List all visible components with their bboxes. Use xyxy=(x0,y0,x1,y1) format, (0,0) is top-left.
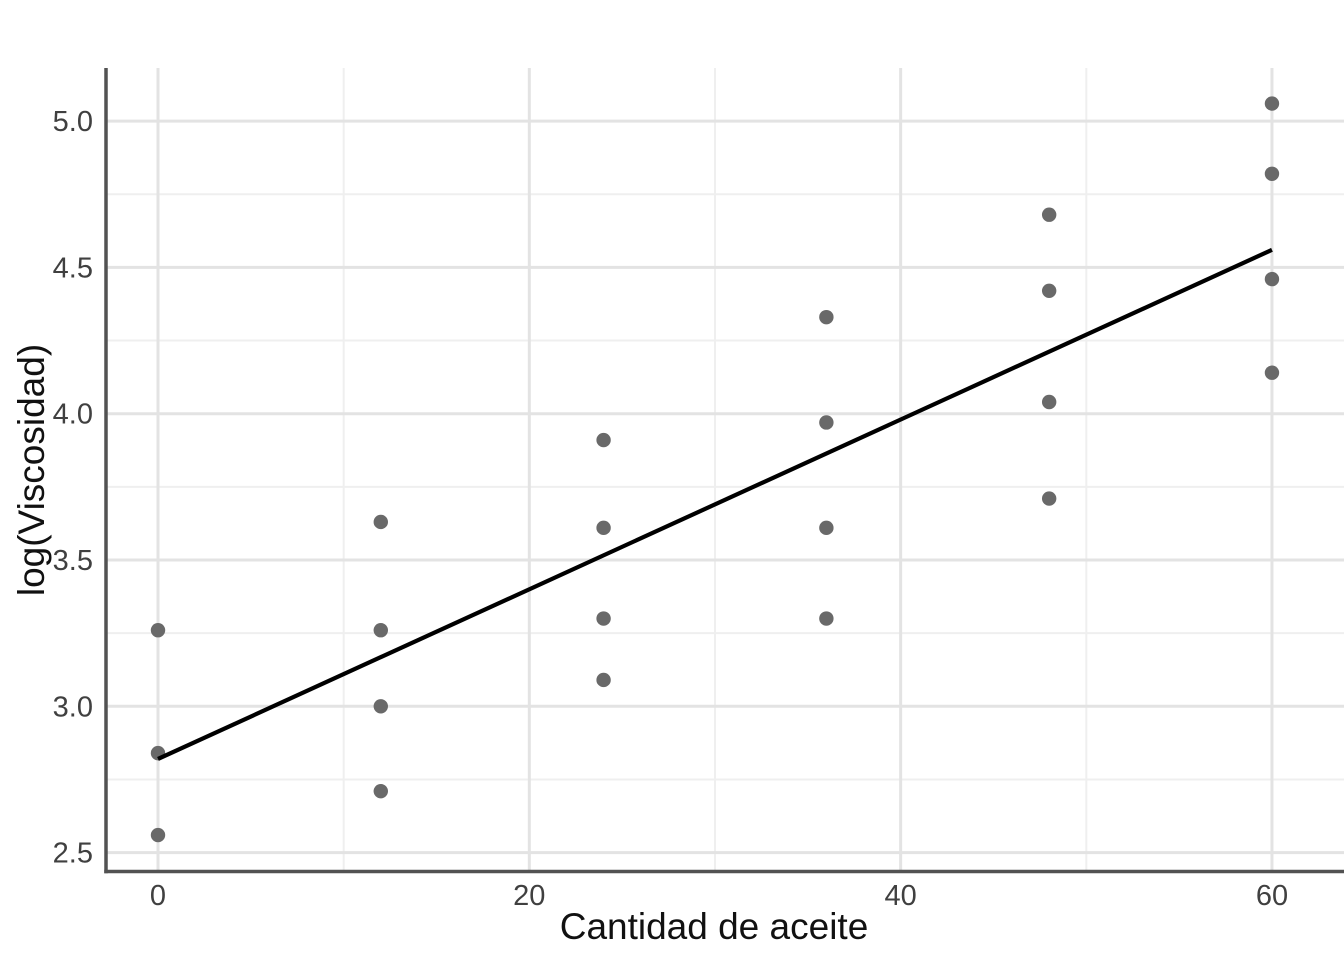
x-tick-label: 0 xyxy=(150,880,166,912)
x-tick-label: 20 xyxy=(513,880,545,912)
y-tick-label: 4.0 xyxy=(53,399,93,431)
y-tick-label: 4.5 xyxy=(53,252,93,284)
data-point xyxy=(819,309,834,325)
data-point xyxy=(373,514,388,530)
x-tick-label: 60 xyxy=(1256,880,1288,912)
data-point xyxy=(373,783,388,799)
data-point xyxy=(1264,96,1280,111)
data-point xyxy=(1264,365,1280,380)
data-point xyxy=(596,432,611,448)
data-point xyxy=(819,520,834,536)
data-point xyxy=(1041,207,1057,222)
data-point xyxy=(1041,491,1057,506)
regression-line xyxy=(157,247,1273,761)
data-point xyxy=(819,611,834,626)
data-point xyxy=(819,415,834,430)
data-point xyxy=(150,623,166,638)
data-point xyxy=(373,623,388,638)
y-axis-title: log(Viscosidad) xyxy=(11,343,52,597)
y-tick-label: 5.0 xyxy=(53,106,93,138)
data-point xyxy=(1041,394,1057,410)
y-tick-label: 3.5 xyxy=(53,545,93,577)
y-tick-label: 3.0 xyxy=(53,691,93,723)
data-point xyxy=(596,520,611,536)
data-point xyxy=(373,699,388,714)
x-tick-label: 40 xyxy=(885,880,917,912)
data-point xyxy=(1264,271,1280,287)
y-tick-label: 2.5 xyxy=(53,838,93,870)
data-point xyxy=(596,672,611,688)
data-point xyxy=(1041,283,1057,299)
x-axis-title: Cantidad de aceite xyxy=(559,906,869,947)
data-point xyxy=(596,611,611,626)
data-point xyxy=(1264,166,1280,181)
data-point xyxy=(150,827,166,843)
